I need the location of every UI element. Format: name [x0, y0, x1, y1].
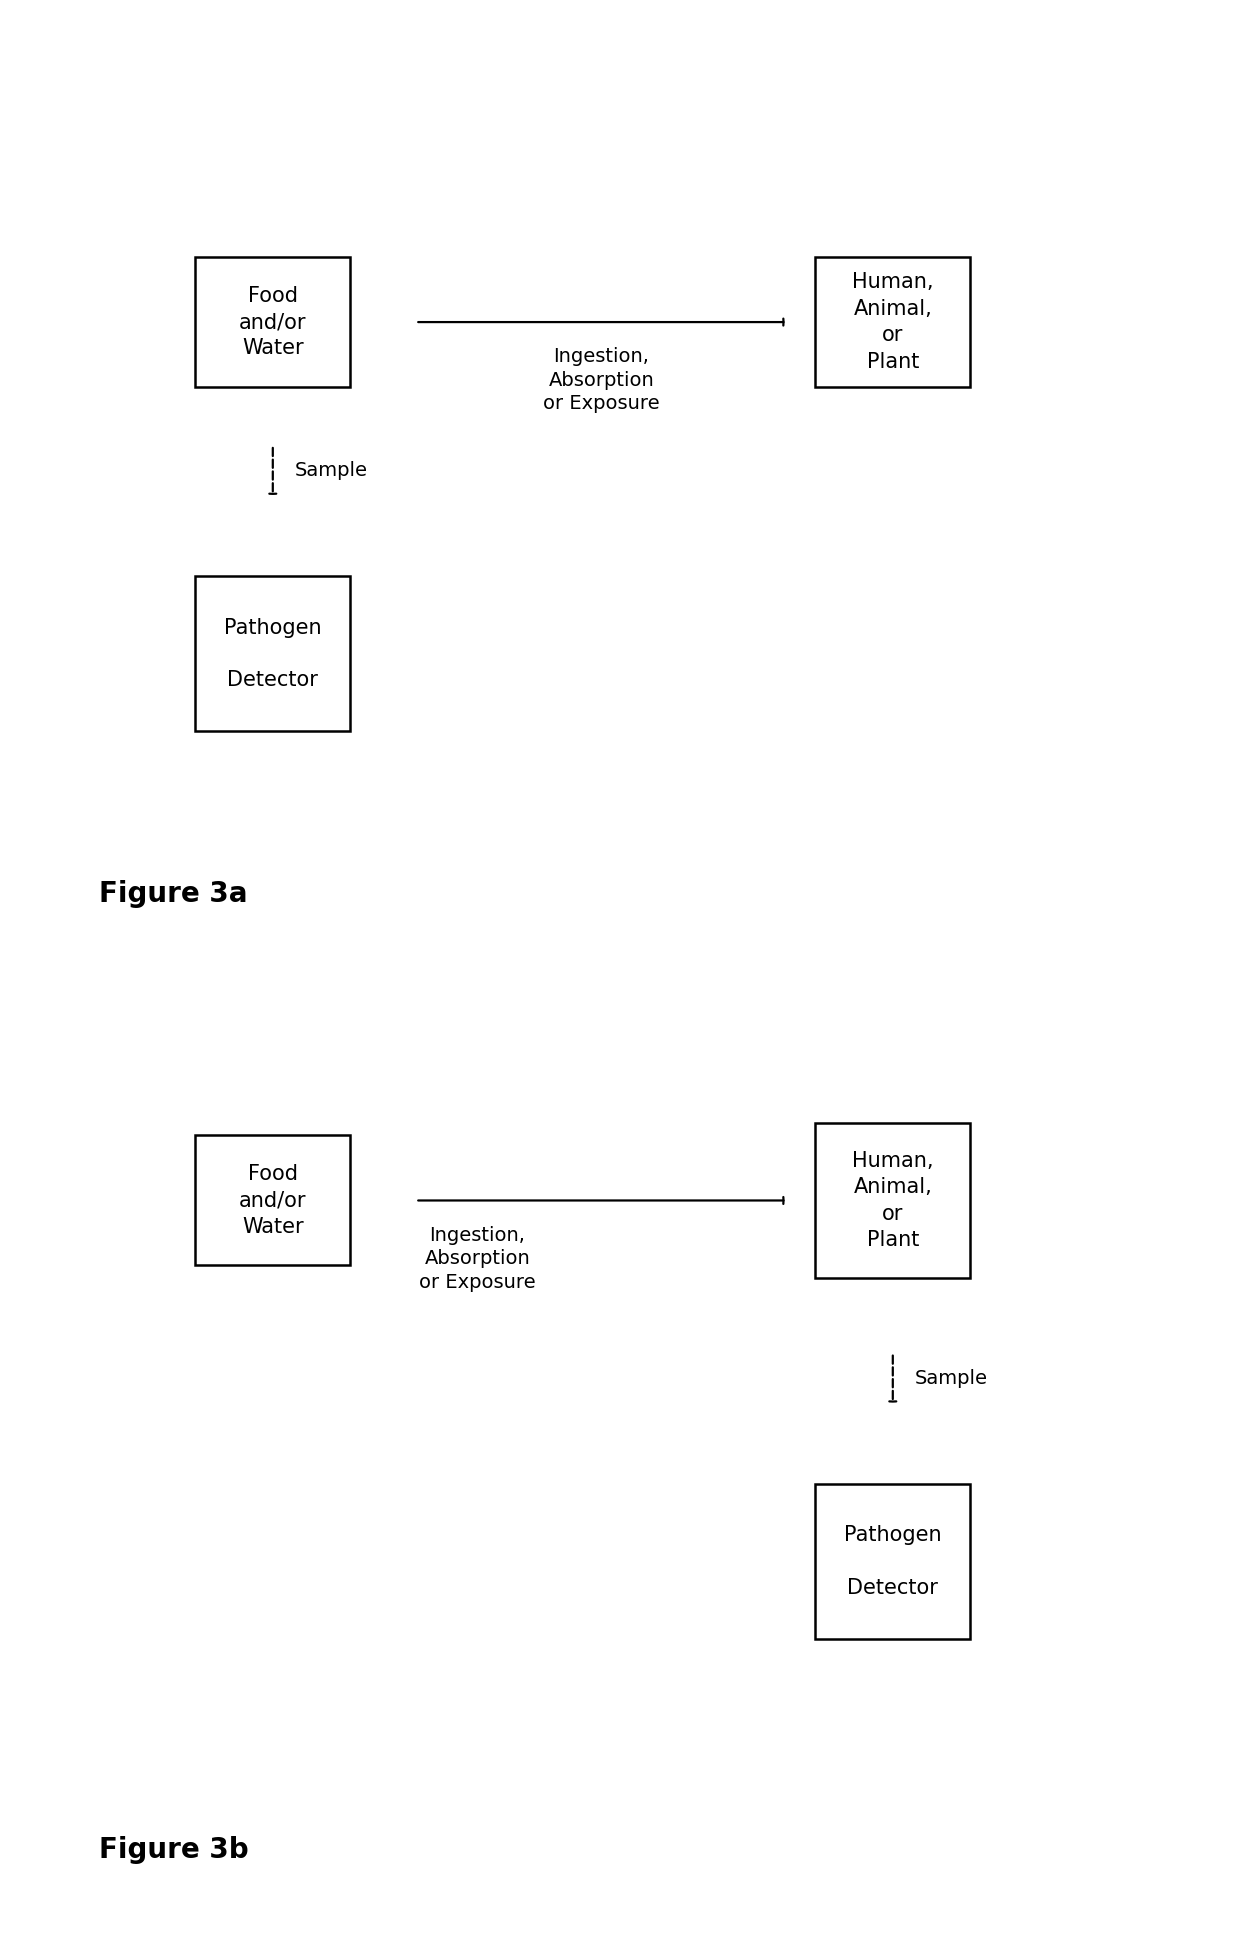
- Text: Food
and/or
Water: Food and/or Water: [239, 285, 306, 359]
- FancyBboxPatch shape: [196, 258, 350, 386]
- Text: Human,
Animal,
or
Plant: Human, Animal, or Plant: [852, 1152, 934, 1249]
- Text: Human,
Animal,
or
Plant: Human, Animal, or Plant: [852, 273, 934, 371]
- FancyBboxPatch shape: [816, 1484, 970, 1640]
- Text: Figure 3a: Figure 3a: [99, 880, 248, 908]
- Text: Pathogen

Detector: Pathogen Detector: [844, 1525, 941, 1599]
- Text: Figure 3b: Figure 3b: [99, 1837, 249, 1864]
- Text: Sample: Sample: [915, 1368, 988, 1388]
- Text: Food
and/or
Water: Food and/or Water: [239, 1163, 306, 1238]
- Text: Ingestion,
Absorption
or Exposure: Ingestion, Absorption or Exposure: [543, 347, 660, 414]
- Text: Ingestion,
Absorption
or Exposure: Ingestion, Absorption or Exposure: [419, 1226, 536, 1292]
- FancyBboxPatch shape: [816, 1122, 970, 1279]
- FancyBboxPatch shape: [196, 576, 350, 732]
- FancyBboxPatch shape: [816, 258, 970, 386]
- Text: Pathogen

Detector: Pathogen Detector: [224, 617, 321, 691]
- FancyBboxPatch shape: [196, 1136, 350, 1265]
- Text: Sample: Sample: [295, 461, 368, 480]
